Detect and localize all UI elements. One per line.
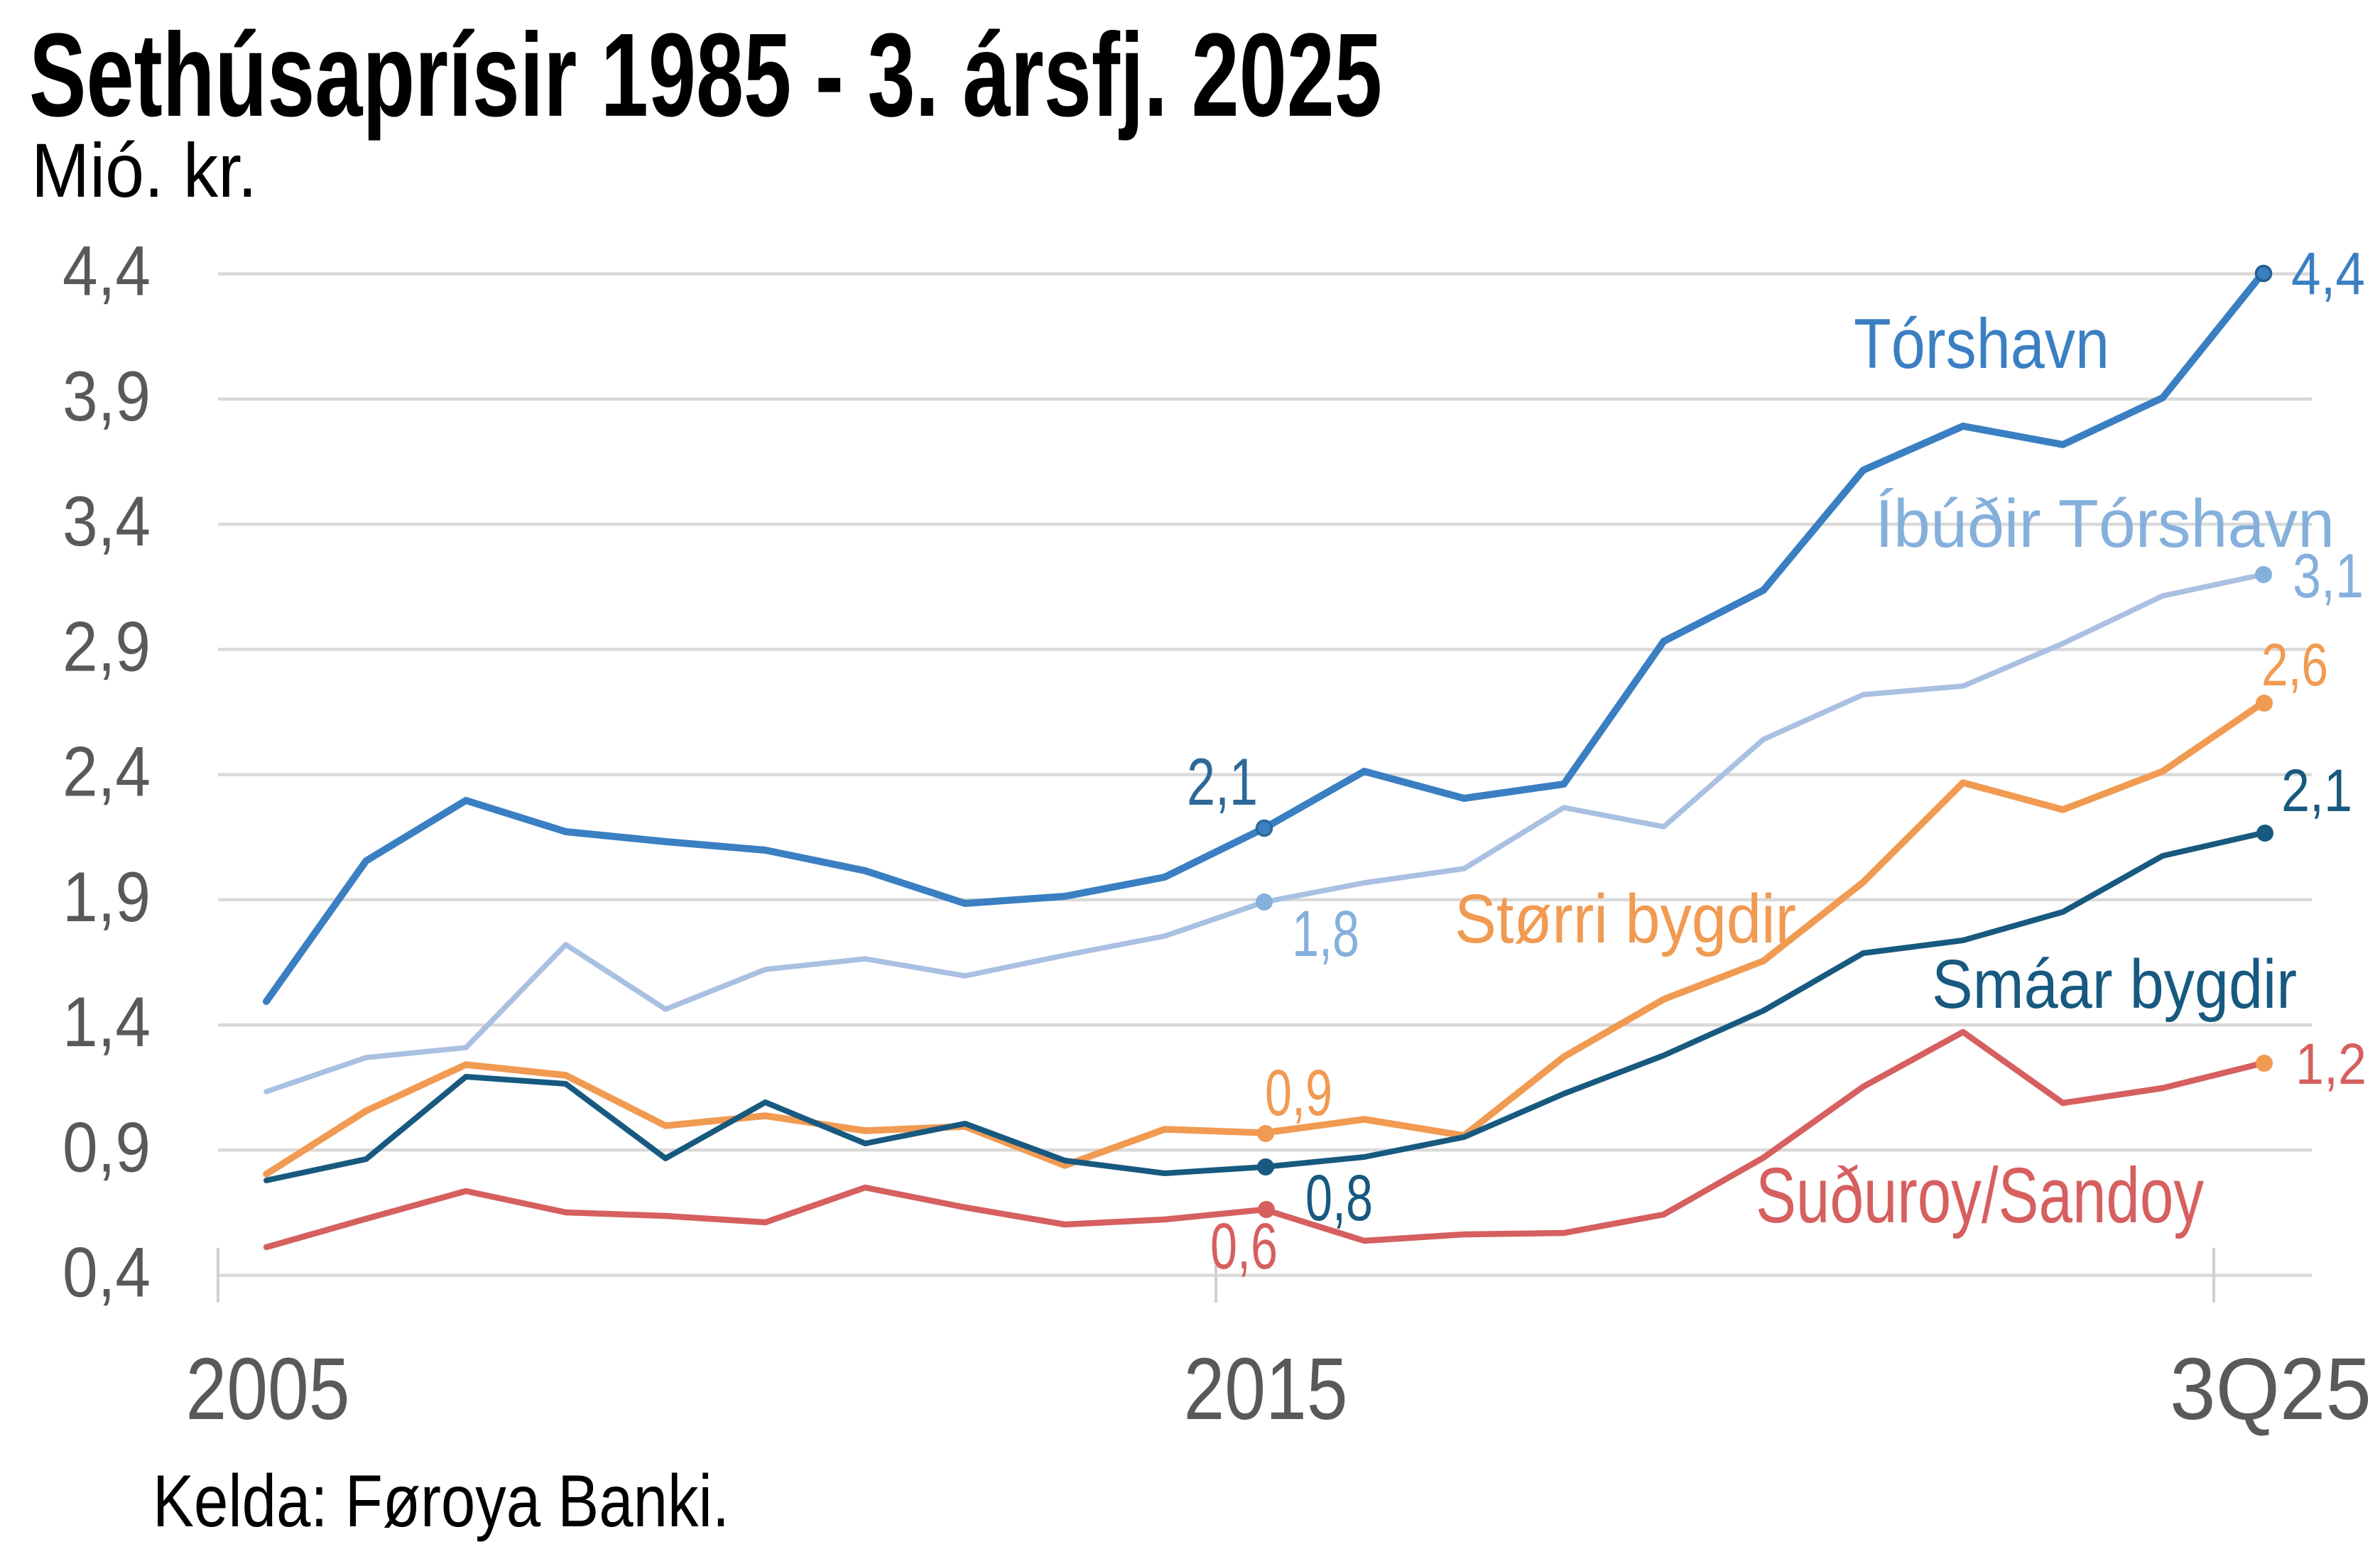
svg-text:Íbúðir Tórshavn: Íbúðir Tórshavn <box>1875 486 2335 562</box>
svg-text:Kelda: Føroya Banki.: Kelda: Føroya Banki. <box>153 1460 729 1543</box>
svg-text:0,9: 0,9 <box>1265 1057 1332 1129</box>
svg-text:0,6: 0,6 <box>1210 1210 1278 1283</box>
svg-text:Mió. kr.: Mió. kr. <box>31 127 257 213</box>
svg-text:1,4: 1,4 <box>63 982 151 1061</box>
svg-text:1,2: 1,2 <box>2295 1032 2367 1097</box>
svg-text:1,9: 1,9 <box>63 857 151 936</box>
svg-text:0,9: 0,9 <box>63 1107 151 1186</box>
svg-text:Sethúsaprísir 1985 - 3. ársfj.: Sethúsaprísir 1985 - 3. ársfj. 2025 <box>29 9 1382 141</box>
svg-text:Smáar bygdir: Smáar bygdir <box>1932 945 2297 1023</box>
svg-text:1,8: 1,8 <box>1292 898 1359 970</box>
svg-text:2,9: 2,9 <box>63 607 151 685</box>
svg-text:2,1: 2,1 <box>1187 744 1258 819</box>
svg-text:2,6: 2,6 <box>2261 631 2328 698</box>
svg-text:3,4: 3,4 <box>63 482 151 560</box>
svg-text:2,4: 2,4 <box>63 732 151 811</box>
svg-text:Størri bygdir: Størri bygdir <box>1455 880 1796 957</box>
svg-text:2,1: 2,1 <box>2281 757 2352 824</box>
svg-text:Tórshavn: Tórshavn <box>1854 304 2109 383</box>
svg-text:4,4: 4,4 <box>2291 240 2365 307</box>
svg-text:0,4: 0,4 <box>63 1233 151 1312</box>
svg-text:0,8: 0,8 <box>1305 1162 1373 1234</box>
svg-text:4,4: 4,4 <box>63 232 151 310</box>
svg-text:3Q25: 3Q25 <box>2170 1341 2371 1438</box>
svg-text:Suðuroy/Sandoy: Suðuroy/Sandoy <box>1756 1152 2204 1239</box>
svg-text:3,1: 3,1 <box>2293 540 2364 611</box>
svg-text:2015: 2015 <box>1184 1341 1348 1438</box>
svg-text:3,9: 3,9 <box>63 357 151 435</box>
svg-text:2005: 2005 <box>186 1341 350 1438</box>
